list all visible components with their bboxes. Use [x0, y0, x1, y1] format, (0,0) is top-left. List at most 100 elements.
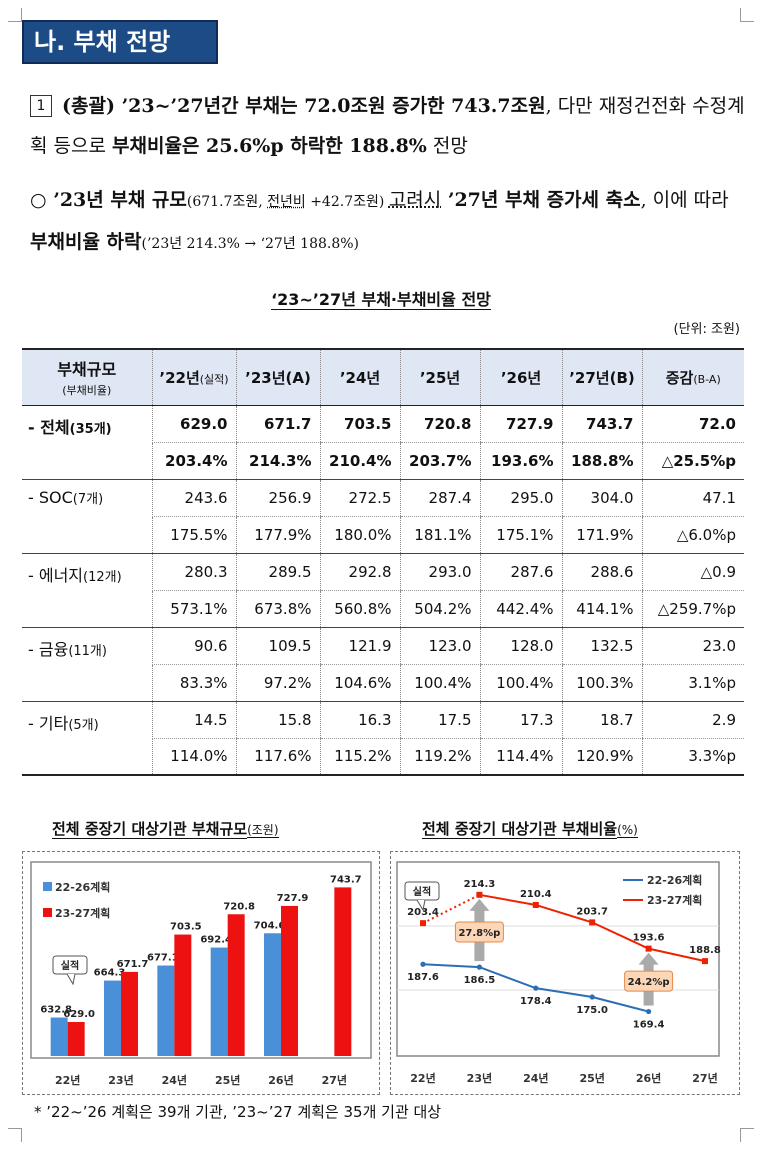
data-point — [533, 985, 539, 991]
table-cell: 287.6 — [479, 553, 562, 591]
table-cell: 727.9 — [479, 405, 562, 443]
row-label: - 전체(35개) — [22, 405, 152, 480]
data-point — [476, 891, 483, 898]
data-label: 210.4 — [520, 889, 552, 900]
data-label: 743.7 — [330, 874, 362, 885]
corner-mark — [740, 1128, 754, 1142]
table-cell: 104.6% — [319, 664, 400, 702]
gap-label-box — [624, 970, 674, 992]
data-label: 727.9 — [277, 893, 309, 904]
data-point — [646, 1008, 652, 1015]
data-point — [476, 964, 482, 970]
header-cell: ’24년 — [319, 348, 400, 406]
legend-label: 22-26계획 — [647, 873, 702, 887]
table-cell: 16.3 — [319, 701, 400, 739]
table-cell: 83.3% — [151, 664, 236, 702]
tick-label: 27년 — [322, 1073, 347, 1087]
data-label: 187.6 — [407, 972, 439, 983]
bar — [50, 1017, 68, 1056]
header-cell: ’25년 — [399, 348, 480, 406]
tick-label: 25년 — [579, 1071, 604, 1085]
annotation-label: 실적 — [413, 885, 431, 898]
summary-paragraph: 1 (총괄) ’23~’27년간 부채는 72.0조원 증가한 743.7조원, … — [30, 95, 745, 157]
legend-swatch — [43, 908, 52, 917]
row-label: - 기타(5개) — [22, 701, 152, 776]
tick-label: 23년 — [467, 1071, 492, 1085]
data-label: 677.1 — [147, 953, 179, 964]
row-label: - 에너지(12개) — [22, 553, 152, 628]
data-point — [702, 958, 708, 965]
series-line-actual — [422, 893, 480, 925]
debt-table: 부채규모 (부채비율) ’22년(실적) ’23년(A) ’24년 ’25년 ’2… — [22, 348, 744, 776]
row-label: - 금융(11개) — [22, 627, 152, 702]
data-label: 720.8 — [223, 901, 255, 912]
table-row: 203.4% 214.3% 210.4% 203.7% 193.6% 188.8% △25.… — [22, 442, 744, 480]
table-unit: (단위: 조원) — [673, 322, 741, 337]
table-cell: 293.0 — [399, 553, 480, 591]
table-cell: 97.2% — [235, 664, 320, 702]
table-cell: 117.6% — [235, 738, 320, 776]
data-label: 193.6 — [633, 933, 665, 944]
corner-mark — [8, 8, 22, 22]
table-cell: 287.4 — [399, 479, 480, 517]
table-cell: 3.3%p — [641, 738, 744, 776]
bar — [227, 914, 245, 1056]
bar — [157, 965, 175, 1056]
table-cell: △6.0%p — [641, 516, 744, 554]
table-cell: 100.3% — [561, 664, 642, 702]
table-cell: △259.7%p — [641, 590, 744, 628]
header-cell: 증감(B-A) — [641, 348, 744, 406]
table-cell: 193.6% — [479, 442, 562, 480]
data-point — [420, 961, 426, 967]
legend-label: 23-27계획 — [647, 893, 702, 907]
bar-chart-title: 전체 중장기 대상기관 부채규모(조원) — [52, 820, 279, 839]
corner-mark — [740, 8, 754, 22]
line-chart-frame: 22년 23년 24년 25년 26년 27년 27.8%p 24.2%p 187.6 186.5… — [390, 851, 740, 1095]
table-cell: 256.9 — [235, 479, 320, 517]
bar — [264, 933, 281, 1056]
table-cell: 177.9% — [235, 516, 320, 554]
bar — [281, 905, 298, 1056]
tick-label: 24년 — [523, 1071, 548, 1085]
data-point — [420, 920, 426, 927]
table-cell: 128.0 — [479, 627, 562, 665]
item-number-box: 1 — [30, 95, 52, 117]
table-cell: 14.5 — [151, 701, 236, 739]
table-cell: 210.4% — [319, 442, 400, 480]
bullet: ○ — [30, 189, 47, 211]
data-label: 704.6 — [254, 920, 286, 931]
bar — [174, 934, 192, 1056]
data-point — [589, 994, 595, 1000]
annotation-pointer — [66, 973, 76, 986]
table-cell: 720.8 — [399, 405, 480, 443]
corner-mark — [8, 1128, 22, 1142]
table-cell: △25.5%p — [641, 442, 744, 480]
bar — [210, 947, 228, 1056]
table-header-row: 부채규모 (부채비율) ’22년(실적) ’23년(A) ’24년 ’25년 ’2… — [22, 348, 744, 406]
table-cell: 560.8% — [319, 590, 400, 628]
table-cell: 175.1% — [479, 516, 562, 554]
table-cell: 203.7% — [399, 442, 480, 480]
plot-area — [30, 861, 372, 1059]
table-cell: 100.4% — [479, 664, 562, 702]
table-cell: 47.1 — [641, 479, 744, 517]
table-row: - SOC(7개) 243.6 256.9 272.5 287.4 295.0 304.0 4… — [22, 479, 744, 554]
table-cell: 114.0% — [151, 738, 236, 776]
table-cell: 743.7 — [561, 405, 642, 443]
table-cell: 181.1% — [399, 516, 480, 554]
table-row: - 전체(35개) 629.0 671.7 703.5 720.8 727.9 743.7 7… — [22, 405, 744, 480]
row-label: - SOC(7개) — [22, 479, 152, 554]
section-title: 나. 부채 전망 — [22, 20, 218, 64]
table-cell: 295.0 — [479, 479, 562, 517]
tick-label: 26년 — [636, 1071, 661, 1085]
table-cell: 120.9% — [561, 738, 642, 776]
header-cell: 부채규모 (부채비율) — [22, 348, 152, 406]
table-cell: 2.9 — [641, 701, 744, 739]
table-cell: 214.3% — [235, 442, 320, 480]
data-label: 175.0 — [576, 1005, 608, 1016]
detail-paragraph: ○ ’23년 부채 규모(671.7조원, 전년비 +42.7조원) 고려시 ’… — [30, 189, 729, 253]
table-cell: 289.5 — [235, 553, 320, 591]
table-cell: 175.5% — [151, 516, 236, 554]
bar-chart-frame: 632.8 629.0 22년 664.3 671.7 23년 677.1 703.5 24년 6… — [22, 851, 380, 1095]
table-cell: 671.7 — [235, 405, 320, 443]
